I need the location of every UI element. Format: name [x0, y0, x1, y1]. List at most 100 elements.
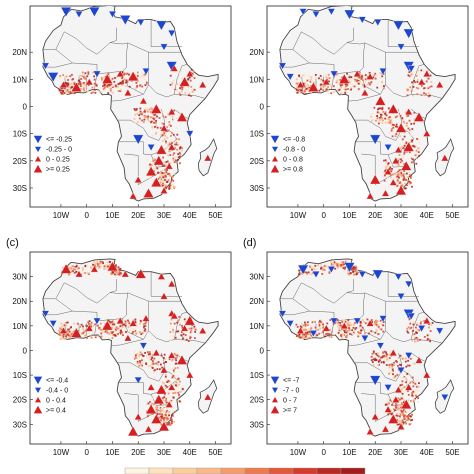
increase-station-marker — [155, 144, 167, 155]
shading-cell — [394, 375, 397, 378]
longitude-tick-label: 50E — [445, 211, 459, 220]
shading-cell — [107, 265, 109, 268]
shading-cell — [149, 401, 151, 403]
shading-cell — [422, 87, 425, 90]
shading-cell — [111, 333, 114, 336]
shading-cell — [396, 179, 399, 182]
shading-cell — [391, 135, 394, 138]
shading-cell — [343, 329, 346, 332]
shading-cell — [430, 81, 433, 83]
shading-cell — [405, 420, 408, 423]
shading-cell — [320, 327, 323, 330]
shading-cell — [173, 173, 176, 175]
shading-cell — [145, 115, 148, 118]
shading-cell — [407, 180, 410, 183]
shading-cell — [301, 272, 304, 275]
shading-cell — [394, 135, 397, 137]
increase-station-marker — [150, 103, 162, 114]
legend-label: 0 - 0.4 — [46, 398, 66, 405]
shading-cell — [108, 260, 111, 263]
shading-cell — [155, 122, 157, 124]
shading-cell — [354, 321, 357, 324]
shading-cell — [133, 357, 136, 360]
shading-cell — [189, 335, 192, 338]
shading-cell — [414, 337, 416, 340]
shading-cell — [120, 323, 122, 326]
shading-cell — [97, 89, 99, 92]
decrease-station-marker — [379, 315, 387, 323]
shading-cell — [307, 271, 310, 274]
shading-cell — [178, 394, 180, 396]
shading-cell — [336, 264, 339, 267]
shading-cell — [167, 186, 169, 188]
shading-cell — [347, 319, 350, 321]
shading-cell — [172, 183, 174, 186]
shading-cell — [371, 112, 374, 115]
increase-station-marker — [371, 412, 380, 420]
shading-cell — [135, 87, 137, 90]
shading-cell — [121, 332, 124, 335]
shading-cell — [358, 81, 361, 84]
shading-cell — [168, 411, 170, 413]
shading-cell — [76, 266, 79, 269]
shading-cell — [66, 321, 69, 324]
shading-cell — [413, 78, 415, 81]
shading-cell — [161, 174, 163, 177]
shading-cell — [360, 77, 363, 80]
shading-cell — [372, 351, 375, 354]
decrease-station-marker — [358, 16, 367, 24]
shading-cell — [171, 335, 174, 337]
shading-cell — [399, 412, 402, 415]
longitude-tick-label: 0 — [84, 448, 89, 457]
shading-cell — [117, 333, 119, 335]
shading-cell — [139, 331, 142, 333]
shading-cell — [142, 323, 145, 325]
increase-station-marker — [165, 400, 174, 408]
shading-cell — [82, 86, 85, 89]
shading-cell — [154, 113, 157, 116]
increase-station-marker — [124, 334, 132, 342]
shading-cell — [351, 329, 353, 332]
shading-cell — [165, 421, 167, 424]
shading-cell — [403, 177, 406, 180]
shading-cell — [174, 159, 177, 162]
shading-cell — [380, 72, 383, 75]
shading-cell — [346, 323, 349, 325]
shading-cell — [136, 360, 139, 363]
shading-cell — [325, 265, 328, 268]
shading-cell — [151, 134, 154, 137]
shading-cell — [388, 117, 390, 120]
shading-cell — [156, 412, 159, 415]
shading-cell — [401, 423, 404, 426]
shading-cell — [411, 419, 413, 421]
shading-cell — [312, 267, 315, 270]
country-border — [281, 298, 311, 316]
shading-cell — [391, 127, 393, 130]
shading-cell — [389, 370, 392, 373]
country-border — [150, 154, 170, 168]
shading-cell — [306, 324, 309, 326]
increase-station-marker — [203, 393, 212, 401]
shading-cell — [164, 400, 167, 402]
shading-cell — [178, 396, 181, 399]
shading-cell — [362, 79, 365, 81]
shading-cell — [144, 352, 146, 354]
shading-cell — [371, 321, 373, 323]
country-border — [411, 312, 425, 340]
shading-cell — [117, 85, 119, 88]
shading-cell — [304, 329, 306, 332]
shading-cell — [303, 90, 306, 93]
decrease-station-marker — [297, 264, 309, 275]
increase-station-marker — [366, 192, 374, 200]
shading-cell — [67, 82, 70, 85]
country-border — [64, 279, 117, 304]
shading-cell — [301, 335, 303, 338]
latitude-tick-label: 10N — [12, 322, 27, 331]
shading-cell — [392, 402, 395, 405]
decrease-station-marker — [160, 43, 168, 51]
shading-cell — [173, 322, 176, 325]
shading-cell — [416, 79, 419, 81]
shading-cell — [390, 176, 392, 178]
shading-cell — [350, 76, 353, 78]
shading-cell — [396, 165, 399, 168]
